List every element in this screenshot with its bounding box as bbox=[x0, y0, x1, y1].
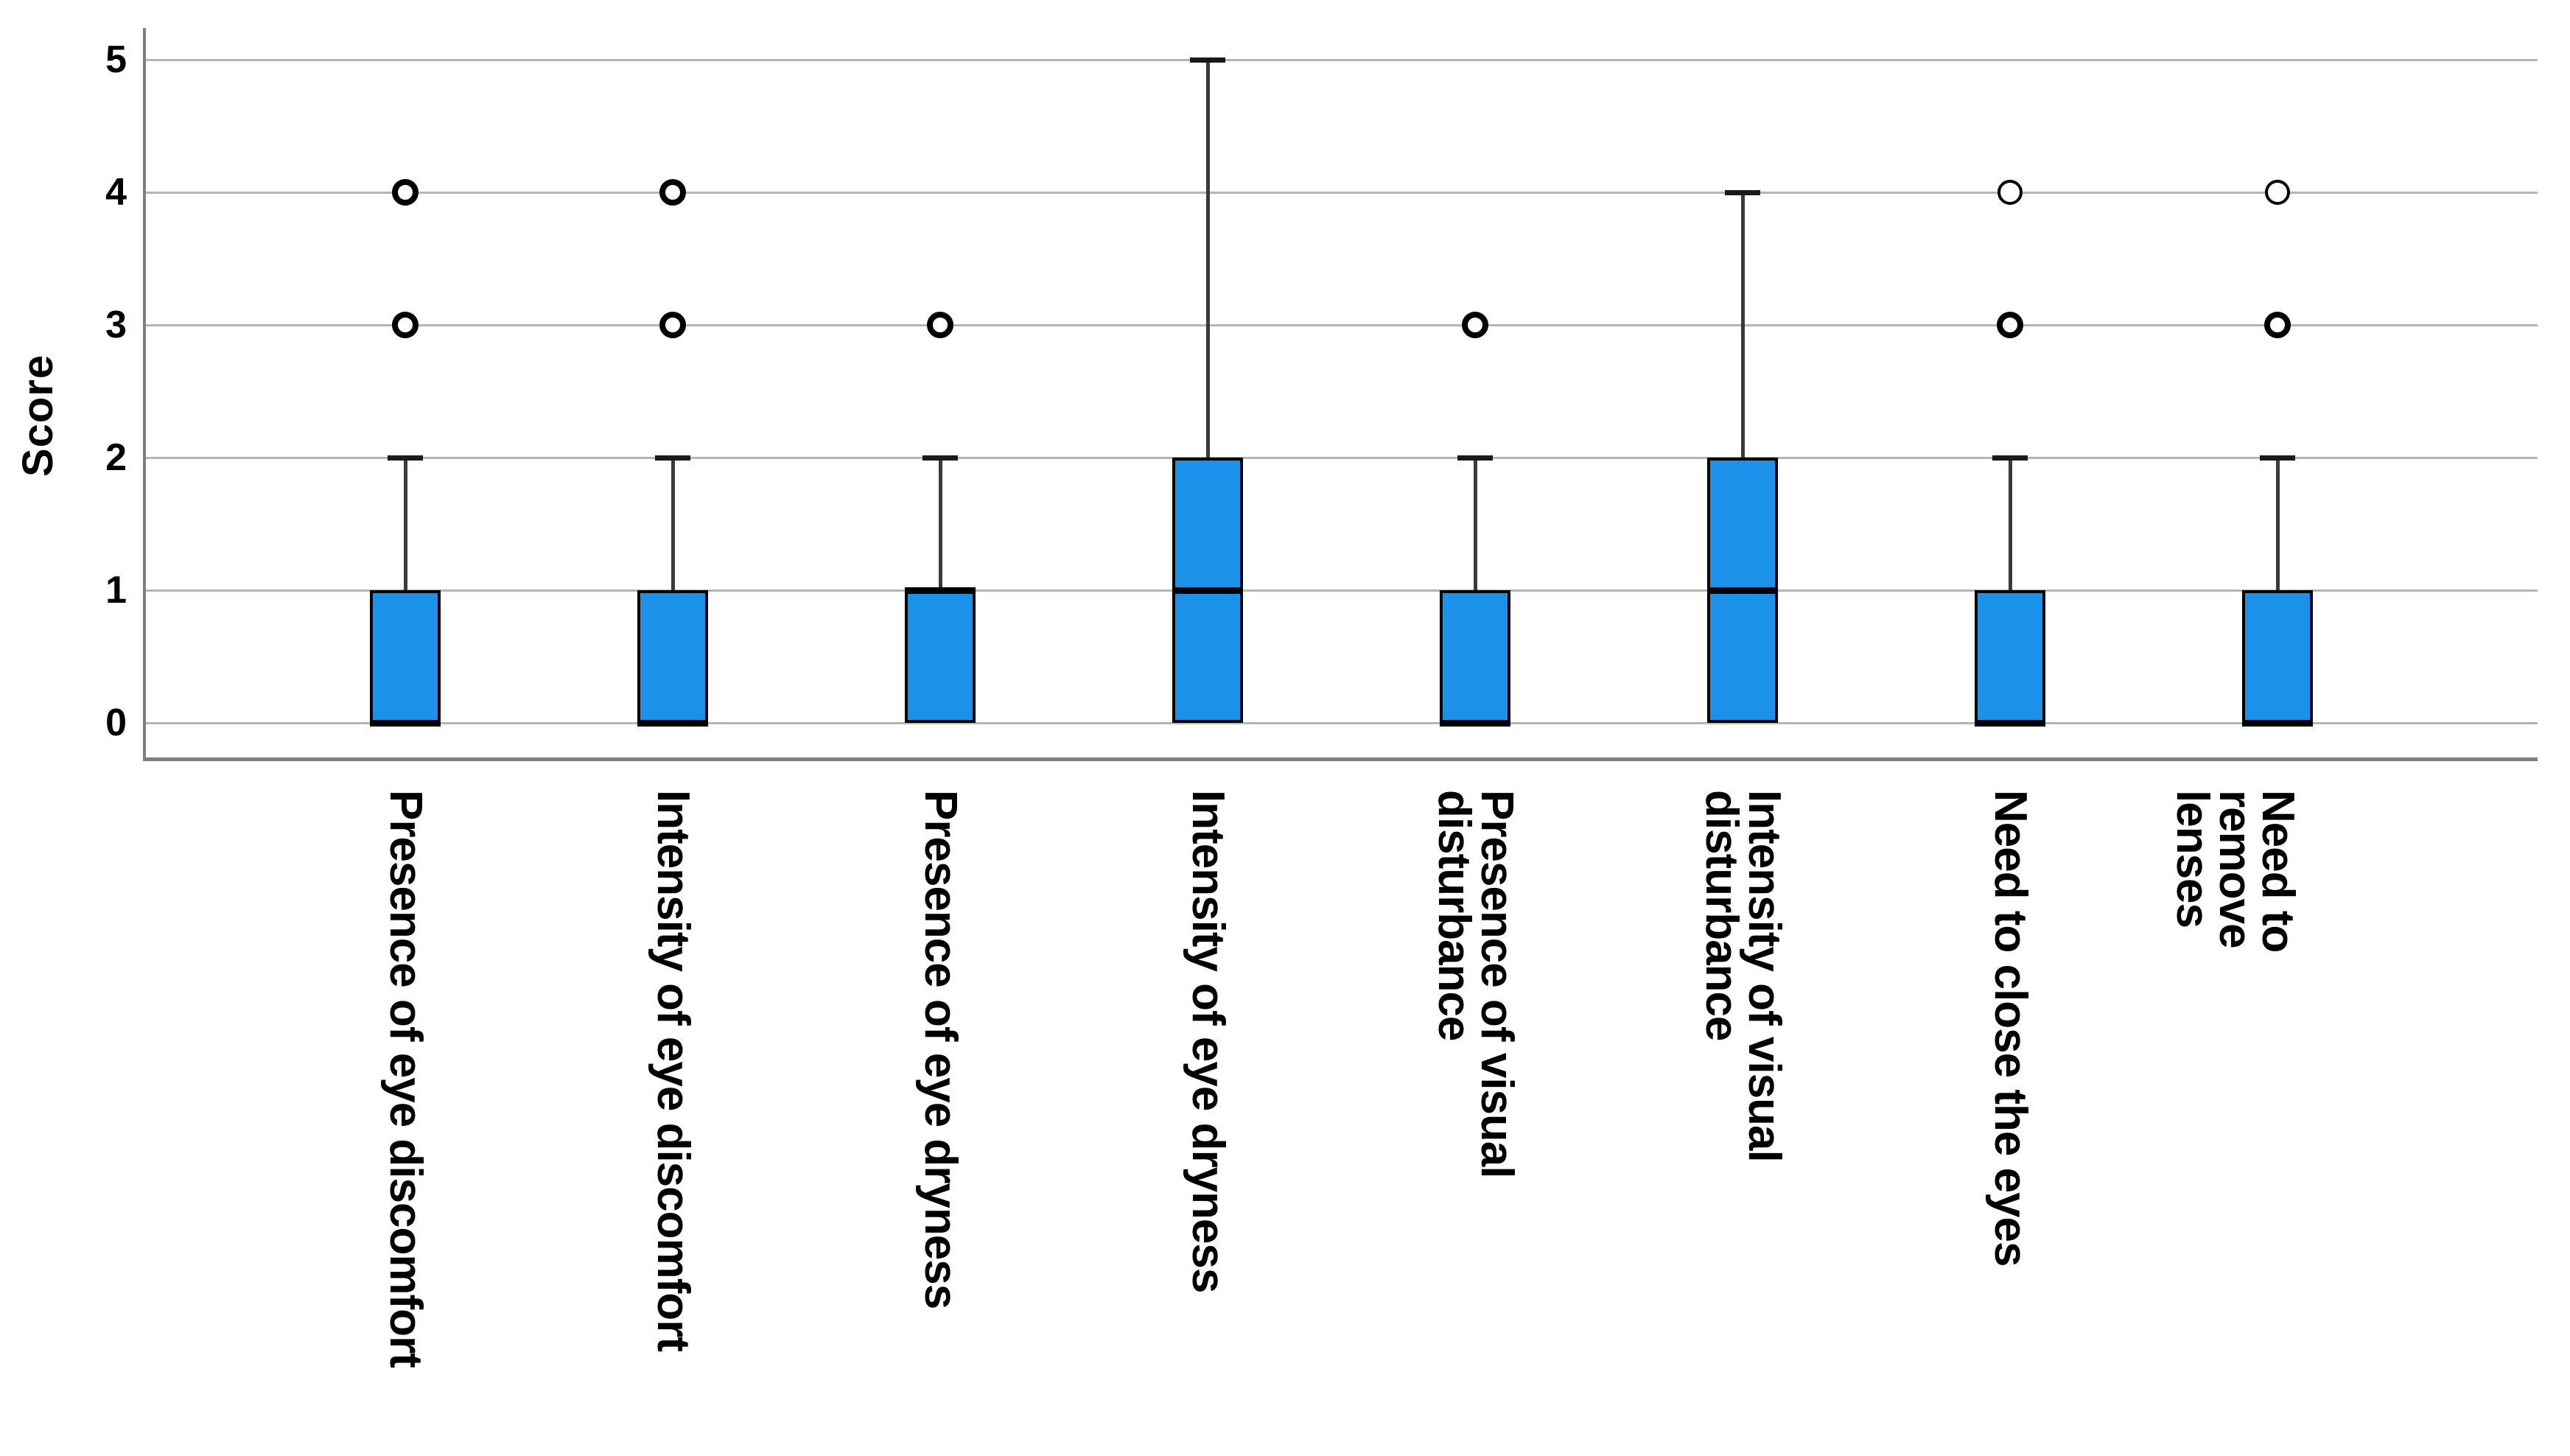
category-label-need-to-remove-lenses: Need to remove lenses bbox=[2167, 790, 2303, 953]
y-axis-line bbox=[143, 28, 146, 761]
gridline-3 bbox=[146, 324, 2538, 326]
median-line-presence-of-visual-disturbance bbox=[1440, 720, 1510, 727]
whisker-cap-intensity-of-visual-disturbance bbox=[1725, 190, 1760, 195]
y-tick-label-3: 3 bbox=[105, 304, 127, 346]
outlier-point-presence-of-eye-dryness-3 bbox=[927, 312, 953, 338]
whisker-cap-need-to-close-the-eyes bbox=[1992, 455, 2028, 461]
outlier-point-intensity-of-eye-discomfort-4 bbox=[659, 179, 686, 206]
y-tick-label-2: 2 bbox=[105, 436, 127, 479]
y-tick-label-1: 1 bbox=[105, 569, 127, 612]
box-need-to-remove-lenses bbox=[2242, 590, 2313, 723]
whisker-cap-need-to-remove-lenses bbox=[2260, 455, 2295, 461]
median-line-presence-of-eye-dryness bbox=[905, 587, 976, 594]
category-label-presence-of-eye-dryness: Presence of eye dryness bbox=[915, 790, 966, 1309]
median-line-presence-of-eye-discomfort bbox=[370, 720, 441, 727]
outlier-point-need-to-close-the-eyes-4 bbox=[1997, 180, 2023, 205]
y-tick-label-0: 0 bbox=[105, 701, 127, 744]
box-presence-of-visual-disturbance bbox=[1440, 590, 1510, 723]
median-line-intensity-of-eye-dryness bbox=[1172, 587, 1243, 594]
category-label-intensity-of-visual-disturbance: Intensity of visual disturbance bbox=[1696, 790, 1790, 1162]
y-tick-label-4: 4 bbox=[105, 171, 127, 214]
whisker-cap-presence-of-eye-discomfort bbox=[388, 455, 423, 461]
box-intensity-of-eye-discomfort bbox=[637, 590, 708, 723]
whisker-line-intensity-of-visual-disturbance bbox=[1740, 195, 1745, 458]
gridline-2 bbox=[146, 457, 2538, 459]
median-line-need-to-close-the-eyes bbox=[1975, 720, 2045, 727]
outlier-point-need-to-remove-lenses-4 bbox=[2265, 180, 2290, 205]
gridline-0 bbox=[146, 722, 2538, 724]
category-label-presence-of-eye-discomfort: Presence of eye discomfort bbox=[380, 790, 431, 1368]
category-label-intensity-of-eye-dryness: Intensity of eye dryness bbox=[1183, 790, 1233, 1293]
whisker-line-presence-of-eye-dryness bbox=[938, 461, 942, 590]
x-axis-line bbox=[143, 757, 2538, 761]
median-line-intensity-of-visual-disturbance bbox=[1707, 587, 1778, 594]
gridline-5 bbox=[146, 59, 2538, 61]
category-label-presence-of-visual-disturbance: Presence of visual disturbance bbox=[1429, 790, 1522, 1178]
outlier-point-presence-of-visual-disturbance-3 bbox=[1462, 312, 1488, 338]
whisker-cap-intensity-of-eye-discomfort bbox=[655, 455, 690, 461]
category-label-intensity-of-eye-discomfort: Intensity of eye discomfort bbox=[648, 790, 698, 1351]
box-presence-of-eye-discomfort bbox=[370, 590, 441, 723]
outlier-point-presence-of-eye-discomfort-4 bbox=[392, 179, 419, 206]
gridline-4 bbox=[146, 192, 2538, 194]
gridline-1 bbox=[146, 589, 2538, 592]
whisker-line-need-to-remove-lenses bbox=[2275, 461, 2280, 590]
outlier-point-need-to-remove-lenses-3 bbox=[2264, 312, 2291, 338]
median-line-need-to-remove-lenses bbox=[2242, 720, 2313, 727]
whisker-line-intensity-of-eye-dryness bbox=[1205, 63, 1210, 458]
box-need-to-close-the-eyes bbox=[1975, 590, 2045, 723]
whisker-line-intensity-of-eye-discomfort bbox=[670, 461, 675, 590]
y-tick-label-5: 5 bbox=[105, 38, 127, 81]
outlier-point-intensity-of-eye-discomfort-3 bbox=[659, 312, 686, 338]
outlier-point-presence-of-eye-discomfort-3 bbox=[392, 312, 419, 338]
median-line-intensity-of-eye-discomfort bbox=[637, 720, 708, 727]
whisker-cap-presence-of-eye-dryness bbox=[922, 455, 958, 461]
category-label-need-to-close-the-eyes: Need to close the eyes bbox=[1985, 790, 2036, 1267]
outlier-point-need-to-close-the-eyes-3 bbox=[1997, 312, 2023, 338]
whisker-line-presence-of-eye-discomfort bbox=[403, 461, 407, 590]
whisker-cap-intensity-of-eye-dryness bbox=[1190, 57, 1225, 63]
whisker-cap-presence-of-visual-disturbance bbox=[1457, 455, 1493, 461]
whisker-line-need-to-close-the-eyes bbox=[2008, 461, 2012, 590]
box-presence-of-eye-dryness bbox=[905, 590, 976, 723]
whisker-line-presence-of-visual-disturbance bbox=[1473, 461, 1477, 590]
